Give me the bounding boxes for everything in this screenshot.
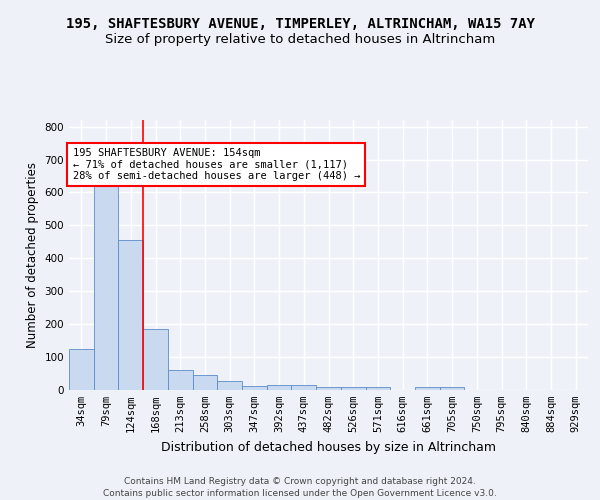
Bar: [415, 388, 440, 390]
Text: Contains HM Land Registry data © Crown copyright and database right 2024.
Contai: Contains HM Land Registry data © Crown c…: [103, 476, 497, 498]
Bar: [143, 329, 168, 390]
Text: 195 SHAFTESBURY AVENUE: 154sqm
← 71% of detached houses are smaller (1,117)
28% : 195 SHAFTESBURY AVENUE: 154sqm ← 71% of …: [73, 148, 360, 181]
Bar: [242, 386, 267, 390]
X-axis label: Distribution of detached houses by size in Altrincham: Distribution of detached houses by size …: [161, 440, 496, 454]
Text: Size of property relative to detached houses in Altrincham: Size of property relative to detached ho…: [105, 32, 495, 46]
Bar: [118, 240, 143, 390]
Bar: [316, 386, 341, 390]
Bar: [365, 388, 390, 390]
Bar: [267, 385, 292, 390]
Text: 195, SHAFTESBURY AVENUE, TIMPERLEY, ALTRINCHAM, WA15 7AY: 195, SHAFTESBURY AVENUE, TIMPERLEY, ALTR…: [65, 18, 535, 32]
Bar: [193, 374, 217, 390]
Bar: [440, 388, 464, 390]
Y-axis label: Number of detached properties: Number of detached properties: [26, 162, 39, 348]
Bar: [168, 370, 193, 390]
Bar: [69, 349, 94, 390]
Bar: [292, 385, 316, 390]
Bar: [341, 388, 365, 390]
Bar: [217, 381, 242, 390]
Bar: [94, 172, 118, 390]
